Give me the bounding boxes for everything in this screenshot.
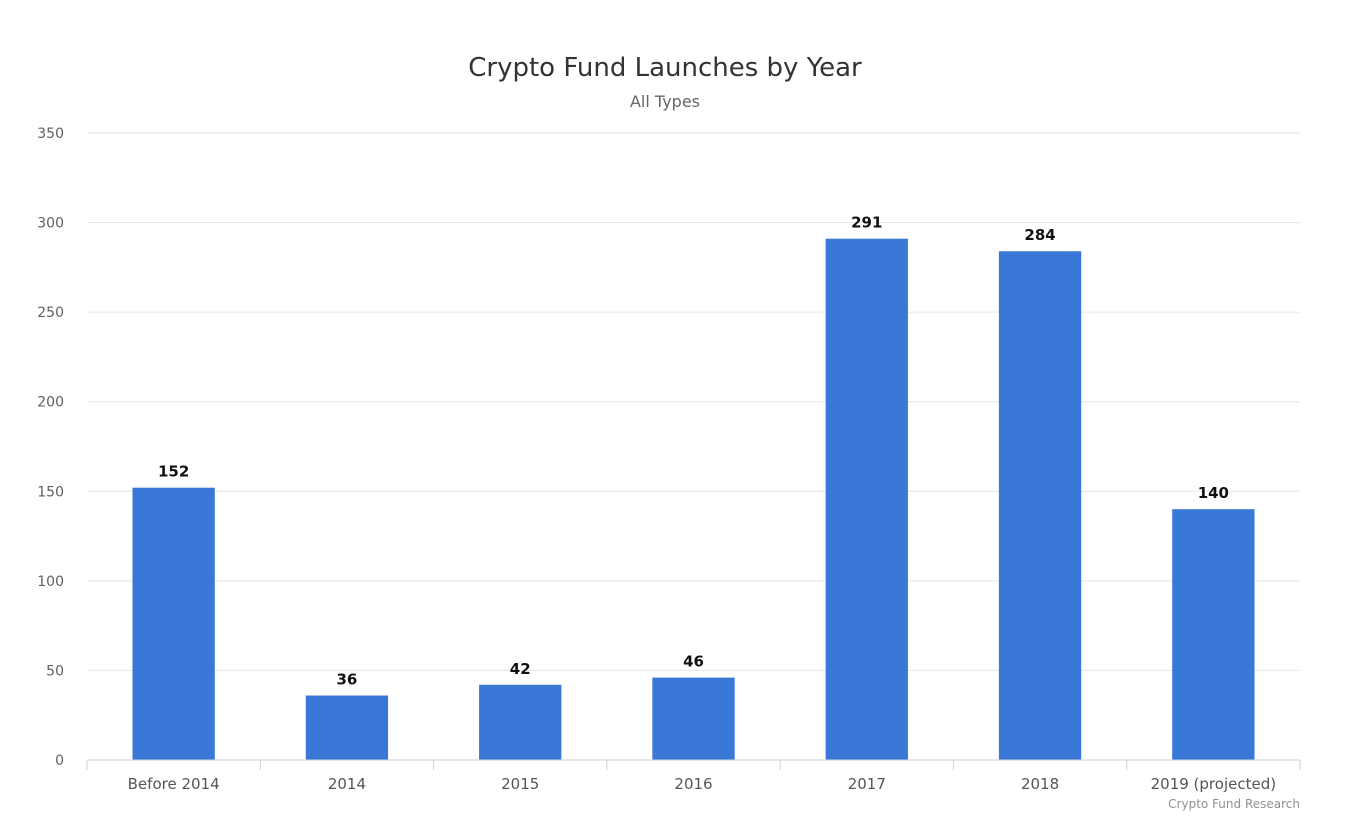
bar[interactable] [305,695,389,760]
chart-credit: Crypto Fund Research [1168,797,1300,811]
data-label: 284 [1024,226,1055,244]
y-tick-label: 50 [46,663,64,679]
x-tick-label: 2018 [1021,775,1059,793]
data-label: 291 [851,214,882,232]
data-label: 36 [336,671,357,689]
data-labels: 152 36 42 46 291 284 140 [158,214,1229,689]
data-label: 42 [510,660,531,678]
y-tick-label: 100 [37,574,64,590]
bar[interactable] [479,684,562,760]
bar[interactable] [1172,509,1255,760]
x-tick-label: Before 2014 [128,775,220,793]
gridlines [87,132,1300,671]
bars [132,238,1255,761]
chart-subtitle: All Types [630,92,700,111]
y-tick-label: 150 [37,484,64,500]
y-tick-label: 250 [37,305,64,321]
bar[interactable] [652,677,735,760]
data-label: 152 [158,463,189,481]
chart-title: Crypto Fund Launches by Year [468,53,862,83]
x-tick-label: 2019 (projected) [1151,775,1276,793]
data-label: 140 [1198,484,1229,502]
bar[interactable] [998,251,1082,760]
bar[interactable] [132,487,215,760]
bar[interactable] [825,238,908,761]
y-axis: 0 50 100 150 200 250 300 350 [37,126,64,769]
y-tick-label: 350 [37,126,64,142]
x-tick-label: 2014 [328,775,366,793]
data-label: 46 [683,653,704,671]
x-tick-label: 2017 [848,775,886,793]
y-tick-label: 200 [37,395,64,411]
x-axis: Before 2014 2014 2015 2016 2017 2018 2019 (pro… [86,759,1301,793]
y-tick-label: 300 [37,216,64,232]
y-tick-label: 0 [55,753,64,769]
x-tick-label: 2016 [674,775,712,793]
x-tick-label: 2015 [501,775,539,793]
